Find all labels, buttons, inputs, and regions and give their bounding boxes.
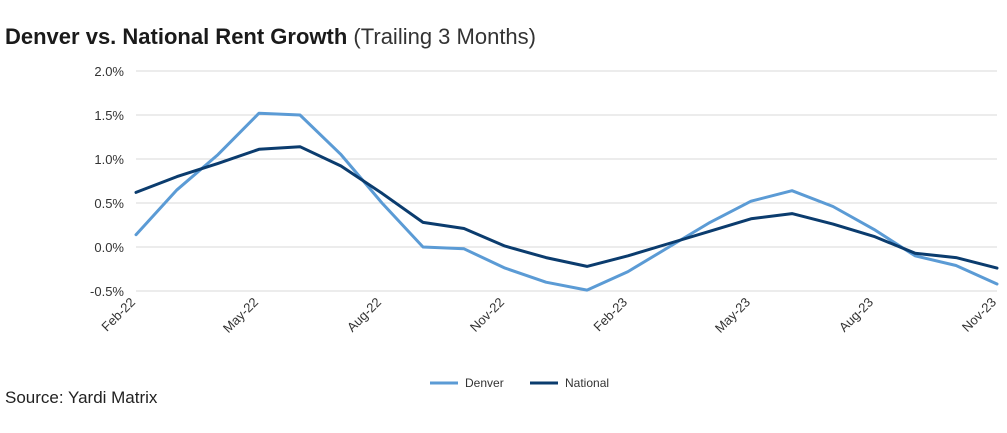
x-tick-label: Aug-22 [344,295,384,335]
x-tick-label: Feb-23 [590,295,630,335]
y-tick-label: 1.5% [94,108,124,123]
x-tick-label: Aug-23 [836,295,876,335]
x-tick-label: May-22 [220,295,261,336]
legend-label: National [565,376,609,390]
x-tick-label: May-23 [712,295,753,336]
chart-title-main: Denver vs. National Rent Growth [5,24,348,49]
source-note: Source: Yardi Matrix [5,388,158,407]
legend: Denver National [430,376,609,390]
legend-item-national: National [530,376,609,390]
x-tick-label: Nov-23 [959,295,999,335]
y-axis-tick-labels: 2.0% 1.5% 1.0% 0.5% 0.0% -0.5% [90,64,124,299]
x-tick-label: Feb-22 [98,295,138,335]
x-axis-tick-labels: Feb-22 May-22 Aug-22 Nov-22 Feb-23 May-23 Aug-… [98,295,999,336]
y-tick-label: 0.0% [94,240,124,255]
x-tick-label: Nov-22 [467,295,507,335]
chart-title-sub: (Trailing 3 Months) [353,24,536,49]
series-line-denver [134,111,999,292]
legend-item-denver: Denver [430,376,504,390]
y-tick-label: 0.5% [94,196,124,211]
y-tick-label: -0.5% [90,284,124,299]
series-lines [134,111,999,292]
y-tick-label: 1.0% [94,152,124,167]
grid-lines [136,70,997,292]
chart-title: Denver vs. National Rent Growth (Trailin… [5,24,536,50]
legend-label: Denver [465,376,504,390]
series-line-national [134,145,999,270]
y-tick-label: 2.0% [94,64,124,79]
